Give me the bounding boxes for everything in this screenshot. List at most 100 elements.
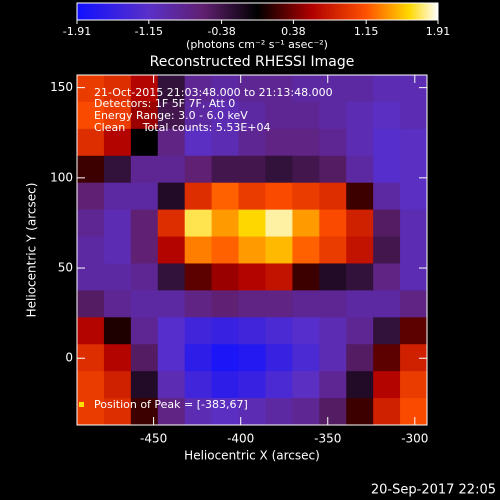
- heatmap-cell: [77, 75, 105, 103]
- x-tick-label: -450: [140, 432, 167, 446]
- heatmap-cell: [373, 317, 401, 345]
- heatmap-cell: [77, 182, 105, 211]
- heatmap-cell: [265, 371, 293, 399]
- heatmap-cell: [292, 344, 320, 372]
- heatmap-cell: [373, 75, 401, 103]
- colorbar-tick-label: -0.38: [207, 25, 235, 38]
- heatmap-cell: [103, 155, 132, 184]
- heatmap-cell: [238, 371, 266, 399]
- heatmap-cell: [265, 290, 293, 318]
- heatmap-cell: [103, 263, 132, 291]
- heatmap-cell: [292, 398, 320, 426]
- heatmap-cell: [211, 263, 240, 291]
- heatmap-cell: [184, 317, 213, 345]
- y-axis-label: Heliocentric Y (arcsec): [25, 183, 39, 318]
- heatmap-cell: [238, 182, 266, 211]
- heatmap-cell: [400, 290, 428, 318]
- heatmap-cell: [292, 236, 320, 264]
- heatmap-cell: [373, 344, 401, 372]
- heatmap-cell: [77, 101, 105, 130]
- annotation: Energy Range: 3.0 - 6.0 keV: [94, 109, 248, 122]
- heatmap-cell: [103, 371, 132, 399]
- colorbar-tick-label: -1.15: [135, 25, 163, 38]
- heatmap-cell: [211, 236, 240, 264]
- heatmap-cell: [400, 155, 428, 184]
- heatmap-cell: [373, 290, 401, 318]
- heatmap-cell: [130, 209, 159, 238]
- heatmap-cell: [184, 182, 213, 211]
- y-tick-label: 150: [50, 80, 73, 94]
- heatmap-cell: [292, 182, 320, 211]
- heatmap-cell: [319, 209, 347, 238]
- heatmap-cell: [319, 128, 347, 157]
- heatmap-cell: [103, 236, 132, 264]
- heatmap-cell: [157, 75, 186, 103]
- heatmap-cell: [400, 398, 428, 426]
- heatmap-cell: [130, 182, 159, 211]
- heatmap-cell: [130, 101, 159, 130]
- heatmap-cell: [238, 317, 266, 345]
- heatmap-cell: [346, 317, 374, 345]
- heatmap-cell: [103, 290, 132, 318]
- heatmap-cell: [400, 209, 428, 238]
- heatmap-cell: [103, 398, 132, 426]
- x-tick-label: -300: [401, 432, 428, 446]
- heatmap-cell: [319, 263, 347, 291]
- heatmap-cell: [238, 128, 266, 157]
- heatmap-cell: [211, 128, 240, 157]
- heatmap-cell: [157, 101, 186, 130]
- heatmap-cell: [130, 371, 159, 399]
- heatmap-cell: [184, 398, 213, 426]
- heatmap-cell: [77, 155, 105, 184]
- heatmap-cell: [346, 398, 374, 426]
- heatmap-cell: [184, 128, 213, 157]
- heatmap-cell: [184, 371, 213, 399]
- footer: 20-Sep-2017 22:05: [371, 483, 496, 498]
- heatmap-cell: [292, 371, 320, 399]
- heatmap-cell: [292, 263, 320, 291]
- heatmap-cell: [373, 155, 401, 184]
- heatmap-cell: [346, 155, 374, 184]
- heatmap-cell: [373, 128, 401, 157]
- heatmap-cell: [184, 155, 213, 184]
- heatmap-cell: [130, 236, 159, 264]
- heatmap-cell: [211, 182, 240, 211]
- heatmap-cell: [103, 182, 132, 211]
- heatmap-cell: [157, 128, 186, 157]
- heatmap-cell: [103, 101, 132, 130]
- heatmap-cell: [292, 209, 320, 238]
- peak-marker: [79, 402, 84, 407]
- heatmap-cell: [265, 317, 293, 345]
- heatmap-cell: [157, 236, 186, 264]
- heatmap-cell: [265, 344, 293, 372]
- heatmap-cell: [319, 371, 347, 399]
- heatmap-cell: [238, 209, 266, 238]
- heatmap-cell: [265, 128, 293, 157]
- heatmap-cell: [211, 101, 240, 130]
- heatmap-cell: [184, 344, 213, 372]
- annotations: 21-Oct-2015 21:03:48.000 to 21:13:48.000…: [94, 86, 333, 134]
- heatmap-cell: [211, 371, 240, 399]
- heatmap-cell: [346, 290, 374, 318]
- heatmap-cell: [346, 101, 374, 130]
- heatmap-cell: [346, 236, 374, 264]
- heatmap-cell: [373, 263, 401, 291]
- heatmap-cell: [265, 101, 293, 130]
- heatmap-cell: [157, 290, 186, 318]
- heatmap-cell: [130, 317, 159, 345]
- colorbar-tick-label: 1.15: [354, 25, 379, 38]
- heatmap-cell: [373, 101, 401, 130]
- colorbar-label: (photons cm⁻² s⁻¹ asec⁻²): [186, 38, 328, 51]
- heatmap-cell: [373, 236, 401, 264]
- heatmap-cell: [184, 75, 213, 103]
- colorbar-tick-label: 0.38: [281, 25, 306, 38]
- heatmap-cell: [400, 236, 428, 264]
- heatmap-cell: [292, 317, 320, 345]
- heatmap-cell: [319, 101, 347, 130]
- heatmap-cell: [319, 290, 347, 318]
- heatmap-cell: [157, 155, 186, 184]
- heatmap-cell: [346, 263, 374, 291]
- heatmap-cell: [400, 182, 428, 211]
- colorbar: [76, 2, 439, 21]
